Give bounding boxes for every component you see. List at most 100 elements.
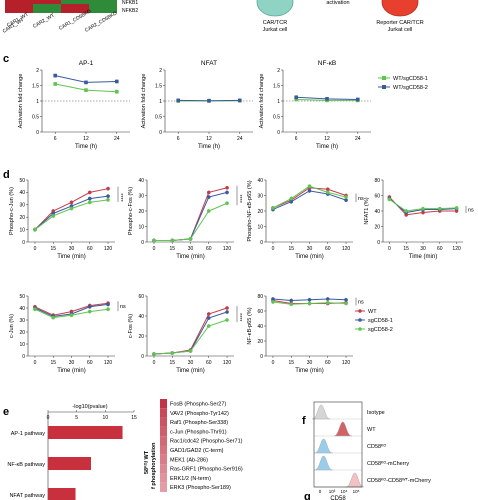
x-tick-label: 0 <box>153 246 156 252</box>
x-tick-label: 120 <box>104 246 113 252</box>
histogram-peak <box>314 438 333 454</box>
cell2-label: Reporter CAR/TCR <box>376 20 423 26</box>
data-point <box>325 300 330 305</box>
data-point <box>238 98 242 103</box>
data-point <box>106 198 110 202</box>
histogram-row-label: CD58ᴷᴼ-mCherry <box>367 460 409 467</box>
y-tick-label: 40 <box>19 306 25 312</box>
x-tick-label: 30 <box>188 360 194 366</box>
y-tick-label: 40 <box>138 314 144 320</box>
y-axis-label: Phospho-NF-κB-p65 (%) <box>247 180 253 241</box>
data-point <box>271 300 275 304</box>
y-tick-label: 2 <box>36 68 39 74</box>
data-point <box>84 80 88 85</box>
data-point <box>188 349 193 353</box>
x-tick-label: 15 <box>131 415 137 421</box>
data-point <box>106 194 110 198</box>
data-point <box>176 98 180 103</box>
x-tick-label: 0 <box>388 246 391 252</box>
y-tick-label: 20 <box>19 215 25 221</box>
y-tick-label: 0 <box>377 240 380 246</box>
data-point <box>69 200 74 205</box>
x-axis-label: Time (h) <box>75 144 97 150</box>
data-point <box>51 211 56 216</box>
series-line <box>153 311 228 355</box>
data-point <box>344 297 348 302</box>
y-tick-label: 30 <box>138 193 144 199</box>
chart-title: NFAT <box>201 60 217 67</box>
chart-cfos: 0 20 40 60 0 15 30 60 120 Time (min) c-Fos (%) **** <box>128 294 242 374</box>
y-tick-label: 0 <box>159 130 162 136</box>
y-axis-label: c-Fos (%) <box>128 314 134 338</box>
heat-cell <box>160 436 167 446</box>
histogram-row-label: Isotype <box>367 410 385 416</box>
data-point <box>87 190 92 195</box>
x-axis-label: Time (min) <box>295 368 323 374</box>
y-tick-label: 0 <box>277 130 280 136</box>
data-point <box>356 97 360 102</box>
data-point <box>84 88 88 92</box>
sig-label: ns <box>358 300 364 306</box>
data-point <box>325 190 330 195</box>
x-tick-label: 60 <box>325 360 331 366</box>
x-tick-label: 0 <box>319 489 322 494</box>
histogram-frame <box>313 401 363 488</box>
heat-cell <box>160 408 167 418</box>
data-point <box>188 237 193 241</box>
data-point <box>51 214 56 218</box>
data-point <box>206 195 211 199</box>
x-tick-label: 5 <box>75 415 78 421</box>
y-axis-label: c-Jun (%) <box>9 314 15 338</box>
phospho-label: FosB (Phospho-Ser27) <box>170 402 226 408</box>
heatmap-top: NFKB1 NFKB2 CAR1_WT <box>2 0 138 35</box>
x-axis-label: CD58 <box>330 496 346 500</box>
legend-d: WT sgCD58-1 sgCD58-2 <box>355 309 393 333</box>
phospho-label: Raf1 (Phospho-Ser338) <box>170 420 228 426</box>
x-tick-label: 12 <box>83 136 89 142</box>
x-tick-label: 120 <box>223 246 232 252</box>
y-tick-label: 20 <box>257 339 263 345</box>
top-strip: NFKB1 NFKB2 CAR1_WT CAR1_WT CAR2_WT CAR1… <box>2 0 424 35</box>
data-point <box>206 324 211 328</box>
x-tick-label: 0 <box>34 360 37 366</box>
data-point <box>225 310 229 314</box>
legend-item: WT/sgCD58-1 <box>393 76 428 82</box>
x-tick-label: 30 <box>69 360 75 366</box>
histogram-row-label: CD58ᴷᴼ <box>367 443 386 450</box>
chart-phospho-cjun: 0 10 20 30 40 50 0 15 30 60 120 Time (min) Phospho-c… <box>9 178 123 260</box>
x-axis-label: Time (min) <box>57 368 85 374</box>
y-tick-label: 10 <box>138 224 144 230</box>
data-point <box>53 73 57 78</box>
x-tick-label: 15 <box>403 246 409 252</box>
y-tick-label: 30 <box>19 318 25 324</box>
histogram-row-label: WT <box>367 427 376 433</box>
phospho-label: MEK1 (Ab-286) <box>170 457 208 463</box>
data-point <box>289 196 294 201</box>
chart-nfat1: 0 20 40 60 80 0 15 30 60 120 Time (min) NFAT1 (%) ns <box>364 178 474 260</box>
chart-cjun: 0 10 20 30 40 50 0 15 30 60 120 Time (min) c-Jun (%)… <box>9 294 126 374</box>
x-tick-label: 12 <box>206 136 212 142</box>
data-point <box>87 200 92 205</box>
x-tick-label: 24 <box>114 136 120 142</box>
chart-title: AP-1 <box>79 60 94 67</box>
x-tick-label: 24 <box>237 136 243 142</box>
bar <box>48 426 123 439</box>
y-tick-label: 40 <box>138 178 144 184</box>
y-tick-label: 10 <box>257 224 263 230</box>
data-point <box>289 199 294 204</box>
data-point <box>152 238 156 243</box>
data-point <box>206 209 211 213</box>
panel-letter-c: c <box>3 53 9 65</box>
x-tick-label: 15 <box>50 246 56 252</box>
data-point <box>344 198 348 202</box>
panel-letter-d: d <box>3 169 10 181</box>
heatmap-row-label: NFKB1 <box>122 0 138 6</box>
chart-phospho-nfkb-p65: 0 10 20 30 40 0 15 30 60 120 Time (min) Phospho-NF-… <box>247 178 364 260</box>
x-tick-label: 30 <box>188 246 194 252</box>
chart-title: NF-κB <box>318 60 336 67</box>
data-point <box>170 351 175 355</box>
x-axis-label: Time (min) <box>176 254 204 260</box>
phospho-label: Ras-GRF1 (Phospho-Ser916) <box>170 467 243 473</box>
data-point <box>206 312 211 316</box>
